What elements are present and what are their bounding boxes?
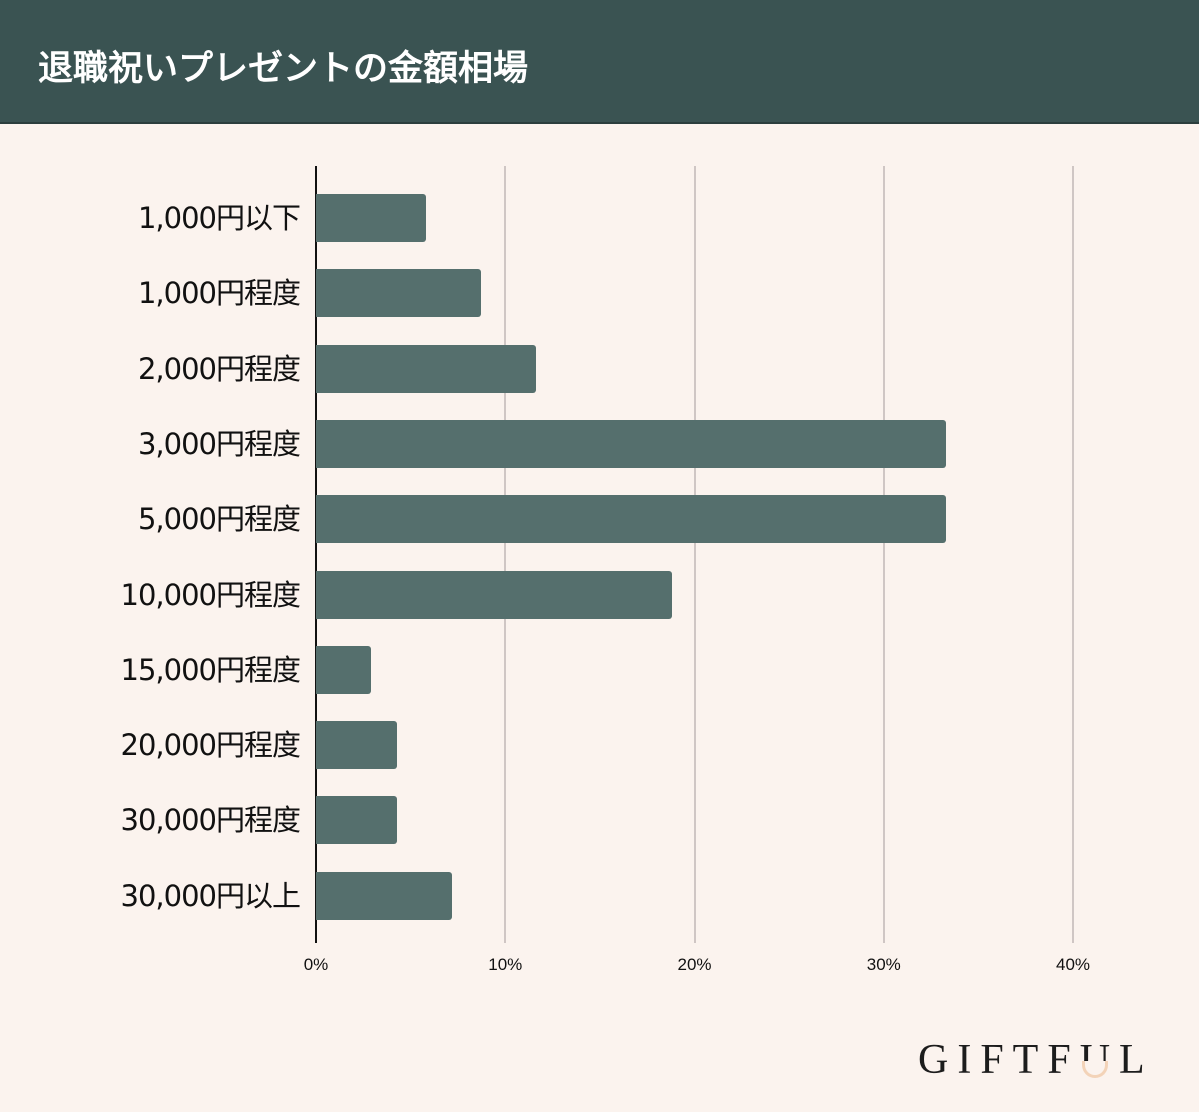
category-label: 30,000円程度 — [120, 803, 301, 838]
chart-title: 退職祝いプレゼントの金額相場 — [38, 49, 529, 89]
x-tick-label: 40% — [1055, 955, 1091, 974]
gridline — [693, 166, 696, 943]
category-label: 20,000円程度 — [120, 728, 301, 763]
chart-header: 退職祝いプレゼントの金額相場 — [0, 0, 1199, 124]
bar[interactable] — [316, 344, 536, 393]
category-label: 10,000円程度 — [120, 577, 301, 612]
category-label: 15,000円程度 — [120, 652, 301, 687]
giftful-logo: GIFTFUL — [918, 1036, 1154, 1084]
gridline — [504, 166, 507, 943]
logo-u-letter: U — [1079, 1037, 1120, 1083]
logo-text-part: GIFTF — [918, 1037, 1080, 1083]
bar[interactable] — [316, 721, 398, 770]
category-label: 2,000円程度 — [137, 351, 301, 386]
bar[interactable] — [316, 269, 481, 318]
bar[interactable] — [316, 796, 398, 845]
bar[interactable] — [316, 645, 371, 694]
x-tick-label: 20% — [677, 955, 712, 974]
bar[interactable] — [316, 419, 947, 468]
logo-text-part: L — [1119, 1037, 1154, 1083]
category-label: 30,000円以上 — [120, 878, 301, 913]
x-tick-label: 10% — [488, 955, 523, 974]
category-label: 1,000円以下 — [137, 201, 301, 235]
gridline — [882, 166, 885, 943]
bar[interactable] — [316, 495, 947, 544]
bar[interactable] — [316, 871, 453, 920]
bar[interactable] — [316, 194, 426, 242]
bar[interactable] — [316, 570, 672, 619]
y-axis-line — [315, 166, 317, 943]
x-tick-label: 0% — [303, 955, 329, 974]
plot-area — [315, 166, 1116, 943]
x-tick-label: 30% — [866, 955, 901, 974]
category-label: 5,000円程度 — [137, 502, 301, 537]
category-label: 3,000円程度 — [137, 426, 301, 461]
category-label: 1,000円程度 — [137, 276, 301, 311]
gridline — [1072, 166, 1074, 943]
